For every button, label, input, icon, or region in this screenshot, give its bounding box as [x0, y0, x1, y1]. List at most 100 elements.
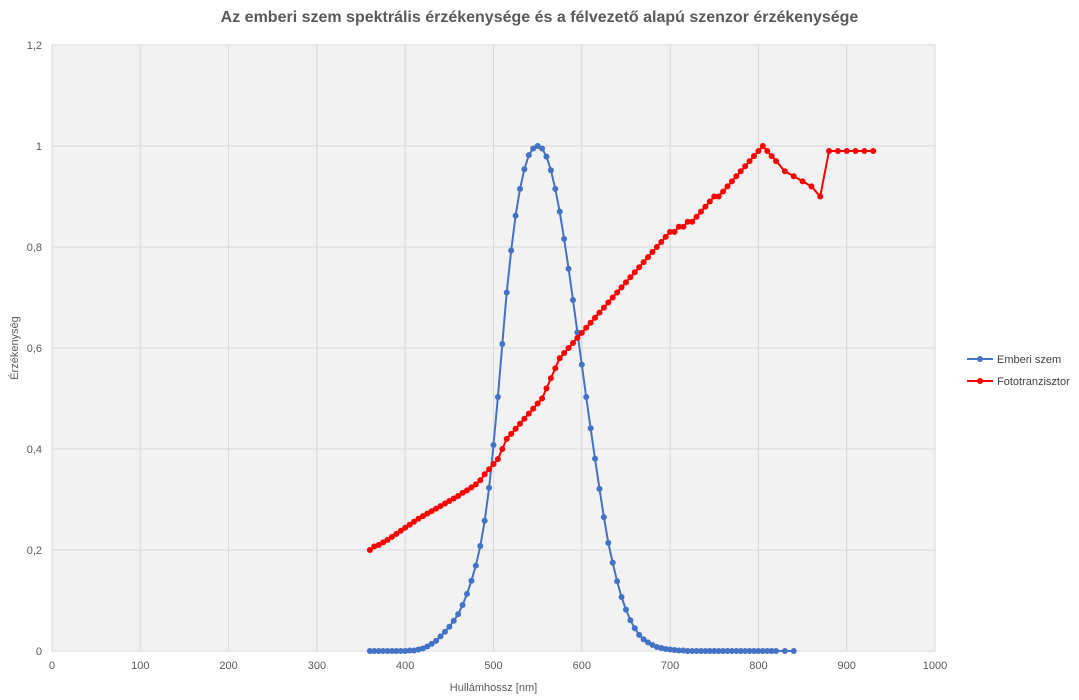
data-point — [667, 228, 674, 235]
data-point — [375, 648, 382, 654]
series-0 — [366, 143, 797, 654]
data-point — [702, 648, 709, 654]
data-point — [627, 274, 634, 281]
data-point — [640, 259, 647, 266]
data-point — [534, 400, 541, 407]
series-layer — [366, 143, 877, 654]
data-point — [631, 269, 638, 276]
data-point — [645, 639, 652, 646]
data-point — [724, 183, 731, 190]
data-point — [759, 143, 766, 149]
data-point — [733, 648, 740, 654]
data-point — [742, 648, 749, 654]
data-point — [680, 647, 687, 654]
data-point — [477, 477, 484, 484]
data-point — [773, 158, 780, 165]
data-point — [592, 455, 599, 462]
data-point — [702, 203, 709, 210]
data-point — [578, 361, 585, 368]
legend-marker — [977, 356, 983, 362]
data-point — [521, 415, 528, 422]
data-point — [565, 265, 572, 272]
legend-label: Fototranzisztor — [997, 376, 1070, 388]
data-point — [503, 289, 510, 296]
data-point — [402, 648, 409, 654]
data-point — [437, 633, 444, 640]
data-point — [371, 648, 378, 654]
data-point — [861, 148, 868, 155]
y-tick-label: 0 — [36, 646, 42, 658]
data-point — [852, 148, 859, 155]
data-point — [393, 530, 400, 537]
data-point — [720, 648, 727, 654]
data-point — [870, 148, 877, 155]
data-point — [684, 648, 691, 654]
data-point — [583, 393, 590, 400]
data-point — [662, 233, 669, 240]
data-point — [600, 304, 607, 311]
data-point — [658, 238, 665, 245]
data-point — [689, 218, 696, 225]
data-point — [494, 456, 501, 463]
data-point — [728, 648, 735, 654]
y-axis-title: Érzékenység — [8, 316, 21, 380]
data-point — [499, 446, 506, 452]
data-point — [583, 324, 590, 331]
legend-item: Emberi szem — [967, 354, 1061, 366]
data-point — [645, 254, 652, 261]
data-point — [486, 466, 493, 473]
y-tick-label: 0,6 — [27, 343, 42, 355]
data-point — [446, 623, 453, 630]
data-point — [490, 441, 497, 448]
x-tick-label: 800 — [749, 660, 767, 672]
data-point — [424, 510, 431, 517]
data-point — [609, 559, 616, 566]
data-point — [587, 319, 594, 326]
x-tick-label: 900 — [838, 660, 856, 672]
y-tick-label: 1,2 — [27, 40, 42, 52]
data-point — [693, 213, 700, 220]
data-point — [499, 340, 506, 347]
data-point — [455, 611, 462, 618]
data-point — [596, 309, 603, 316]
data-point — [596, 485, 603, 492]
data-point — [450, 495, 457, 502]
data-point — [817, 193, 824, 200]
data-point — [481, 471, 488, 478]
data-point — [720, 188, 727, 195]
data-point — [486, 484, 493, 491]
data-point — [733, 173, 740, 180]
data-point — [790, 173, 797, 180]
data-point — [715, 648, 722, 654]
data-point — [574, 334, 581, 341]
data-point — [636, 631, 643, 638]
data-point — [742, 163, 749, 170]
data-point — [737, 168, 744, 175]
data-point — [411, 518, 418, 525]
data-point — [684, 218, 691, 225]
data-point — [781, 168, 788, 175]
data-point — [380, 539, 387, 546]
data-point — [759, 648, 766, 654]
data-point — [516, 185, 523, 192]
data-point — [614, 289, 621, 296]
data-point — [468, 484, 475, 491]
data-point — [477, 542, 484, 549]
data-point — [384, 536, 391, 543]
data-point — [516, 420, 523, 427]
data-point — [494, 393, 501, 400]
x-tick-label: 100 — [131, 660, 149, 672]
data-point — [680, 223, 687, 230]
x-tick-label: 200 — [219, 660, 237, 672]
data-point — [561, 350, 568, 357]
x-tick-label: 600 — [573, 660, 591, 672]
data-point — [428, 640, 435, 647]
data-point — [419, 513, 426, 520]
data-point — [826, 148, 833, 155]
data-point — [750, 648, 757, 654]
data-point — [605, 539, 612, 546]
data-point — [561, 235, 568, 242]
data-point — [490, 461, 497, 468]
data-point — [746, 158, 753, 165]
